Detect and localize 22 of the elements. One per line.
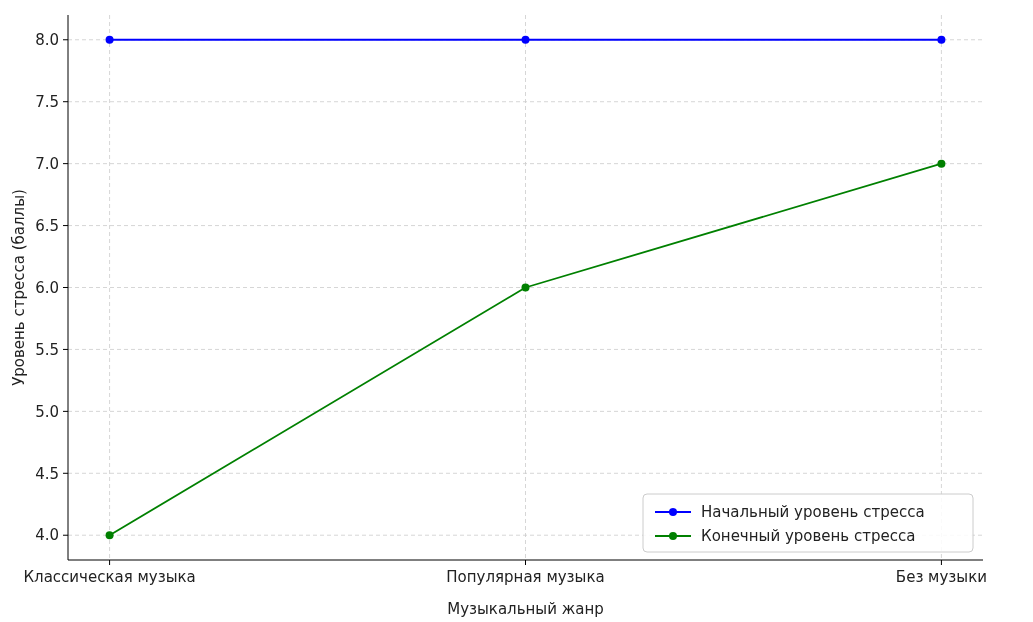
x-tick-label: Популярная музыка [446,568,605,586]
y-tick-label: 5.5 [35,340,59,359]
y-tick-label: 4.5 [35,464,59,483]
point [105,531,114,540]
legend-label: Начальный уровень стресса [701,503,925,522]
point [521,35,530,44]
y-tick-label: 7.0 [35,154,59,173]
y-tick-label: 4.0 [35,526,59,545]
point [937,35,946,44]
y-axis-title: Уровень стресса (баллы) [10,189,28,386]
point [105,35,114,44]
x-axis-title: Музыкальный жанр [447,600,604,618]
x-tick-label: Классическая музыка [23,568,196,586]
point [937,159,946,168]
y-tick-label: 5.0 [35,402,59,421]
y-tick-label: 6.5 [35,216,59,235]
y-tick-label: 8.0 [35,31,59,50]
point [521,283,530,292]
x-tick-label: Без музыки [895,568,987,586]
y-tick-label: 6.0 [35,278,59,297]
legend-label: Конечный уровень стресса [701,527,916,546]
y-tick-label: 7.5 [35,92,59,111]
